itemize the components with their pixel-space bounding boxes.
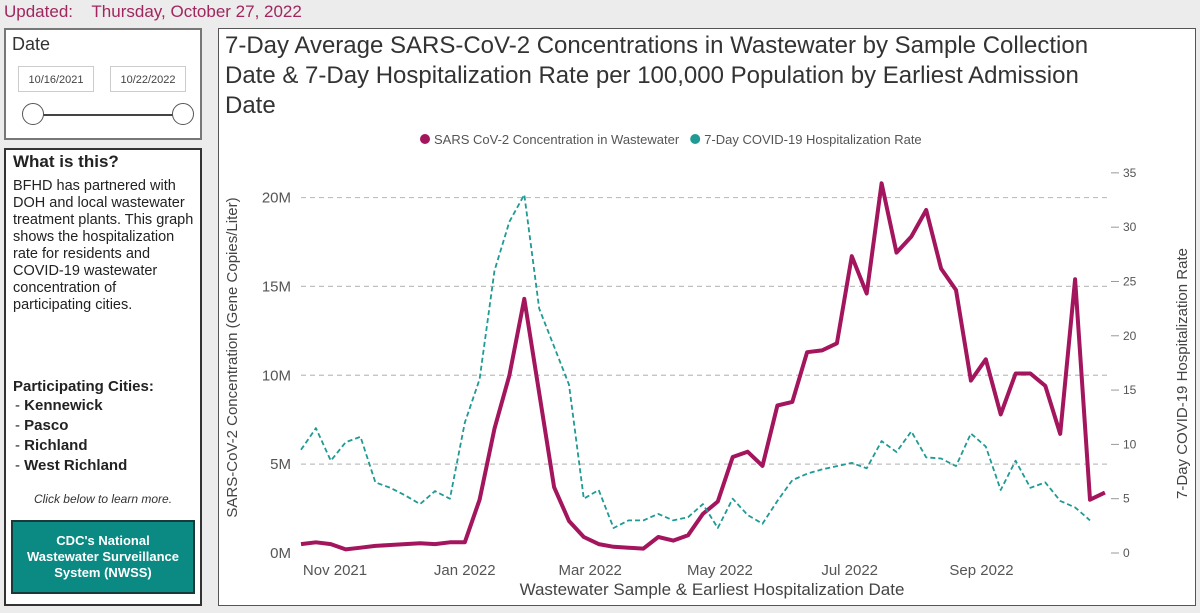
legend-marker [690,134,701,144]
updated-banner: Updated: Thursday, October 27, 2022 [4,2,302,22]
y2-tick-label: 10 [1123,437,1137,451]
y2-tick-label: 0 [1123,546,1130,560]
y2-axis-label: 7-Day COVID-19 Hospitalization Rate [1174,248,1191,499]
legend-label: SARS CoV-2 Concentration in Wastewater [434,132,680,147]
start-date-input[interactable]: 10/16/2021 [18,66,94,92]
y-tick-label: 0M [270,545,291,562]
nwss-link-button[interactable]: CDC's National Wastewater Surveillance S… [11,520,195,594]
info-description: BFHD has partnered with DOH and local wa… [13,178,194,313]
info-panel: What is this? BFHD has partnered with DO… [4,148,202,606]
y2-tick-label: 20 [1123,329,1137,343]
hospitalization-rate-line [300,193,1091,529]
wastewater-concentration-line [300,181,1106,552]
end-date-input[interactable]: 10/22/2022 [110,66,186,92]
chart-svg: 0M 5M 10M 15M 20M 0 5 10 15 20 25 30 35 Nov 2021 Jan 2… [224,132,1191,599]
x-axis-label: Wastewater Sample & Earliest Hospitaliza… [520,580,905,599]
date-slider-end-handle[interactable] [172,103,194,125]
updated-date: Thursday, October 27, 2022 [91,2,302,21]
y2-tick-label: 30 [1123,220,1137,234]
y2-tick-label: 25 [1123,274,1137,288]
city-item: Kennewick [15,396,127,416]
chart-title: 7-Day Average SARS-CoV-2 Concentrations … [225,32,1089,119]
y2-tick-label: 35 [1123,166,1137,180]
x-tick-label: Jan 2022 [434,562,496,579]
legend-label: 7-Day COVID-19 Hospitalization Rate [704,132,921,147]
y-tick-label: 20M [262,190,291,207]
x-tick-label: Mar 2022 [559,562,622,579]
date-filter: Date 10/16/2021 10/22/2022 [4,28,202,140]
date-filter-title: Date [12,34,51,54]
city-item: West Richland [15,456,127,476]
y2-tick-label: 5 [1123,492,1130,506]
chart-panel: 7-Day Average SARS-CoV-2 Concentrations … [218,28,1196,606]
updated-label: Updated: [4,2,73,21]
y-tick-label: 5M [270,456,291,473]
city-item: Pasco [15,416,127,436]
date-slider-track[interactable] [32,114,184,116]
y2-tick-label: 15 [1123,383,1137,397]
y-tick-label: 10M [262,367,291,384]
cities-list: Kennewick Pasco Richland West Richland [15,396,127,476]
info-title: What is this? [13,152,119,171]
click-note: Click below to learn more. [33,492,173,506]
y-tick-label: 15M [262,278,291,295]
x-tick-label: Jul 2022 [821,562,878,579]
legend-marker [420,134,430,144]
y-axis-label: SARS-CoV-2 Concentration (Gene Copies/Li… [224,197,241,517]
city-item: Richland [15,436,127,456]
cities-label: Participating Cities: [13,378,154,395]
x-tick-label: May 2022 [687,562,753,579]
x-tick-label: Sep 2022 [949,562,1013,579]
x-tick-label: Nov 2021 [303,562,367,579]
date-slider-start-handle[interactable] [22,103,44,125]
